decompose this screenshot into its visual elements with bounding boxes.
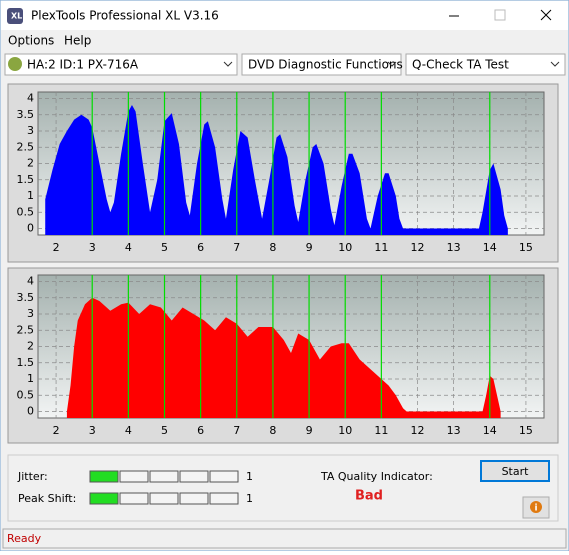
y-tick-label: 2.5 (17, 140, 35, 153)
y-tick-label: 3 (27, 307, 34, 320)
x-tick-label: 2 (53, 424, 60, 437)
window-title: PlexTools Professional XL V3.16 (31, 9, 219, 23)
x-tick-label: 3 (89, 424, 96, 437)
dropdown-arrow (223, 61, 233, 67)
y-tick-label: 1.5 (17, 356, 35, 369)
y-tick-label: 1.5 (17, 173, 35, 186)
function-text: DVD Diagnostic Functions (248, 58, 403, 72)
gauge-value: 1 (246, 470, 253, 483)
drive-select[interactable] (4, 53, 238, 76)
test-select[interactable] (405, 53, 566, 76)
y-tick-label: 1 (27, 189, 34, 202)
menu-item[interactable]: Options (8, 34, 54, 48)
data-area (45, 105, 508, 235)
y-tick-label: 2 (27, 340, 34, 353)
y-tick-label: 1 (27, 372, 34, 385)
x-tick-label: 5 (161, 424, 168, 437)
title-bar (1, 1, 568, 30)
y-tick-label: 0 (27, 222, 34, 235)
x-tick-label: 3 (89, 241, 96, 254)
x-tick-label: 7 (233, 241, 240, 254)
x-tick-label: 15 (519, 424, 533, 437)
data-area (66, 297, 501, 418)
x-tick-label: 9 (306, 424, 313, 437)
charts: 00.511.522.533.542 3 4 5 6 7 8 9 10 11 12 13 14 1500.… (17, 91, 545, 437)
x-tick-label: 13 (447, 424, 461, 437)
x-tick-label: 11 (374, 424, 388, 437)
x-tick-label: 10 (338, 424, 352, 437)
x-tick-label: 6 (197, 241, 204, 254)
gauge-label: Jitter: (17, 470, 48, 483)
gauge-cell (149, 492, 179, 505)
x-tick-label: 2 (53, 241, 60, 254)
y-tick-label: 2 (27, 157, 34, 170)
dropdown-arrow (550, 61, 560, 67)
gauge-value: 1 (246, 492, 253, 505)
drive-icon (8, 57, 22, 71)
x-tick-label: 10 (338, 241, 352, 254)
gauge-cell (179, 470, 209, 483)
x-tick-label: 8 (269, 241, 276, 254)
gauge-cell (209, 492, 239, 505)
app-icon-text: XL (11, 12, 22, 21)
menu-item[interactable]: Help (64, 34, 91, 48)
status-bar (2, 528, 567, 549)
function-select[interactable] (241, 53, 402, 76)
quality-label: TA Quality Indicator: (320, 470, 433, 483)
start-button[interactable] (480, 460, 550, 482)
result-panel (7, 454, 559, 522)
x-tick-label: 15 (519, 241, 533, 254)
close[interactable] (540, 9, 552, 21)
x-tick-label: 5 (161, 241, 168, 254)
x-tick-label: 11 (374, 241, 388, 254)
x-tick-label: 4 (125, 241, 132, 254)
y-tick-label: 0 (27, 405, 34, 418)
y-tick-label: 3.5 (17, 108, 35, 121)
gauge-cell (119, 470, 149, 483)
x-tick-label: 14 (483, 241, 497, 254)
gauge-cell (179, 492, 209, 505)
y-tick-label: 4 (27, 92, 34, 105)
gauge-cell (119, 492, 149, 505)
x-tick-label: 6 (197, 424, 204, 437)
x-tick-label: 12 (411, 424, 425, 437)
gauge-cell (89, 492, 119, 505)
gauge-cell (149, 470, 179, 483)
x-tick-label: 14 (483, 424, 497, 437)
y-tick-label: 4 (27, 275, 34, 288)
x-tick-label: 12 (411, 241, 425, 254)
start-label: Start (502, 465, 530, 478)
x-tick-label: 13 (447, 241, 461, 254)
info-glyph: i (534, 504, 537, 514)
gauge-cell (209, 470, 239, 483)
gauge-label: Peak Shift: (18, 492, 76, 505)
x-tick-label: 8 (269, 424, 276, 437)
x-tick-label: 9 (306, 241, 313, 254)
gauge-cell (89, 470, 119, 483)
info-icon (530, 501, 542, 513)
y-tick-label: 0.5 (17, 205, 35, 218)
y-tick-label: 0.5 (17, 388, 35, 401)
x-tick-label: 4 (125, 424, 132, 437)
gauges (89, 470, 239, 505)
y-tick-label: 2.5 (17, 323, 35, 336)
maximize[interactable] (494, 9, 506, 21)
drive-text: HA:2 ID:1 PX-716A (27, 58, 139, 72)
y-tick-label: 3.5 (17, 291, 35, 304)
dropdown-arrow (387, 61, 397, 67)
x-tick-label: 7 (233, 424, 240, 437)
test-text: Q-Check TA Test (412, 58, 509, 72)
app-icon (7, 8, 23, 24)
y-tick-label: 3 (27, 124, 34, 137)
status-text: Ready (7, 532, 42, 545)
quality-result: Bad (355, 489, 383, 504)
